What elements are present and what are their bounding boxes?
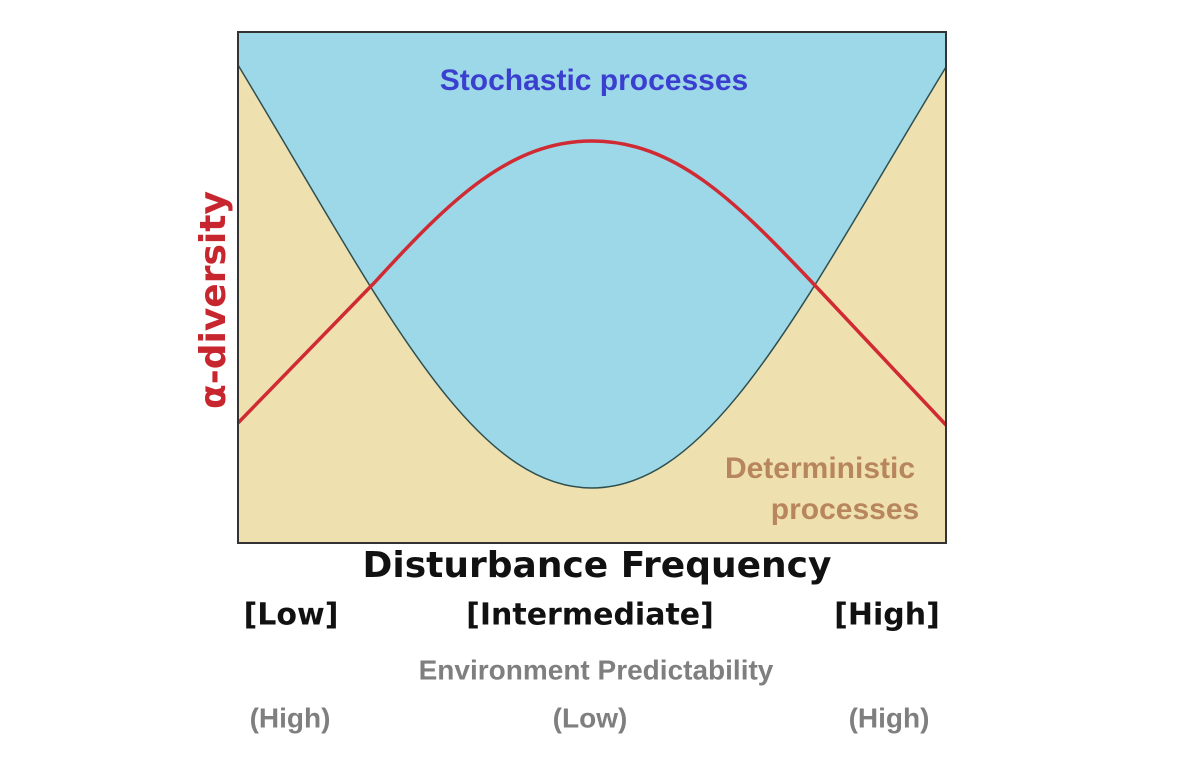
y-axis-label: α-diversity (193, 191, 234, 409)
x-level: [High] (834, 598, 940, 633)
secondary-level: (High) (250, 702, 331, 733)
stochastic-region (238, 32, 946, 488)
x-axis-title: Disturbance Frequency (363, 545, 832, 586)
x-level: [Low] (244, 598, 339, 633)
deterministic-label: Deterministic (725, 452, 915, 485)
stochastic-label: Stochastic processes (440, 64, 748, 97)
plot-frame (237, 31, 947, 544)
secondary-level: (High) (849, 702, 930, 733)
secondary-level: (Low) (553, 702, 628, 733)
secondary-axis-title: Environment Predictability (419, 654, 774, 685)
deterministic-label: processes (771, 493, 919, 526)
x-level: [Intermediate] (466, 598, 714, 633)
boundary-curve (237, 64, 947, 489)
diversity-curve (236, 139, 948, 427)
